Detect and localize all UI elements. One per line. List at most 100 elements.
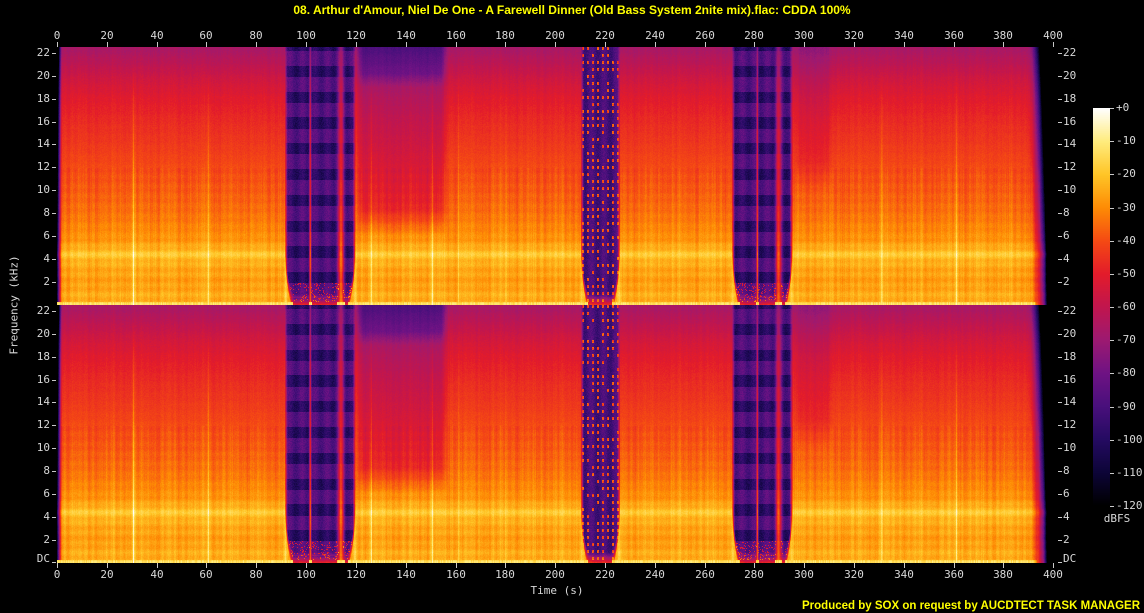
- x-tick-label-top: 300: [794, 29, 814, 42]
- freq-tick-label-right: 14: [1063, 137, 1077, 150]
- x-tick-top: [157, 42, 158, 47]
- x-tick-label-bottom: 200: [545, 568, 565, 581]
- colorbar-tick-label: -50: [1116, 267, 1136, 280]
- freq-tick-label-right: 8: [1063, 464, 1070, 477]
- freq-tick-label-right: 22: [1063, 304, 1077, 317]
- colorbar-tick: [1110, 307, 1114, 308]
- freq-tick-label-right: 4: [1063, 510, 1070, 523]
- freq-tick-left: [52, 357, 56, 358]
- freq-tick-left: [52, 311, 56, 312]
- freq-tick-label-left: 14: [36, 137, 50, 150]
- x-tick-label-bottom: 300: [794, 568, 814, 581]
- x-tick-label-top: 200: [545, 29, 565, 42]
- x-tick-label-bottom: 220: [595, 568, 615, 581]
- colorbar-tick-label: -90: [1116, 400, 1136, 413]
- x-tick-label-top: 120: [346, 29, 366, 42]
- spectrogram-channel-bottom: [57, 305, 1057, 563]
- x-tick-top: [555, 42, 556, 47]
- freq-tick-right: [1058, 517, 1062, 518]
- x-tick-bottom: [206, 563, 207, 568]
- freq-tick-label-right: 12: [1063, 160, 1077, 173]
- freq-tick-right: [1058, 357, 1062, 358]
- x-tick-label-bottom: 60: [199, 568, 213, 581]
- x-tick-label-bottom: 100: [296, 568, 316, 581]
- x-tick-label-bottom: 400: [1043, 568, 1063, 581]
- freq-tick-right: [1058, 494, 1062, 495]
- x-tick-label-top: 220: [595, 29, 615, 42]
- freq-tick-left: [52, 53, 56, 54]
- x-tick-top: [804, 42, 805, 47]
- x-tick-label-top: 260: [695, 29, 715, 42]
- x-tick-bottom: [804, 563, 805, 568]
- freq-tick-left: [52, 425, 56, 426]
- freq-tick-label-left: 18: [36, 92, 50, 105]
- y-axis-label: Frequency (kHz): [7, 255, 21, 355]
- x-tick-top: [1003, 42, 1004, 47]
- freq-tick-label-left: 2: [43, 275, 50, 288]
- x-tick-label-top: 60: [199, 29, 213, 42]
- freq-tick-left: [52, 540, 56, 541]
- x-tick-label-bottom: 140: [396, 568, 416, 581]
- x-tick-bottom: [505, 563, 506, 568]
- x-tick-label-bottom: 240: [645, 568, 665, 581]
- freq-tick-right: [1058, 540, 1062, 541]
- x-tick-top: [256, 42, 257, 47]
- freq-tick-left: [52, 236, 56, 237]
- freq-tick-right-dc: [1058, 562, 1062, 563]
- x-tick-label-top: 40: [150, 29, 164, 42]
- freq-tick-label-right: 18: [1063, 92, 1077, 105]
- x-tick-label-bottom: 180: [495, 568, 515, 581]
- colorbar-gradient: [1093, 108, 1110, 506]
- x-tick-top: [456, 42, 457, 47]
- x-tick-top: [505, 42, 506, 47]
- freq-tick-label-left: 16: [36, 373, 50, 386]
- colorbar-tick-label: -70: [1116, 333, 1136, 346]
- colorbar-unit-label: dBFS: [1103, 512, 1131, 525]
- x-tick-top: [705, 42, 706, 47]
- freq-tick-label-left: 16: [36, 115, 50, 128]
- x-tick-label-bottom: 20: [100, 568, 114, 581]
- colorbar-tick-label: +0: [1116, 101, 1130, 114]
- x-tick-top: [954, 42, 955, 47]
- x-tick-label-top: 80: [249, 29, 263, 42]
- freq-tick-left-dc: [52, 562, 56, 563]
- x-tick-bottom: [954, 563, 955, 568]
- x-tick-label-bottom: 120: [346, 568, 366, 581]
- colorbar-tick: [1110, 473, 1114, 474]
- footer-credit: Produced by SOX on request by AUCDTECT T…: [802, 600, 1140, 612]
- freq-tick-left: [52, 494, 56, 495]
- freq-tick-right: [1058, 213, 1062, 214]
- freq-tick-label-left-dc: DC: [36, 552, 50, 565]
- freq-tick-right: [1058, 380, 1062, 381]
- freq-tick-left: [52, 213, 56, 214]
- x-tick-bottom: [754, 563, 755, 568]
- x-tick-label-top: 320: [844, 29, 864, 42]
- x-tick-bottom: [655, 563, 656, 568]
- freq-tick-label-right: 4: [1063, 252, 1070, 265]
- freq-tick-label-right: 16: [1063, 373, 1077, 386]
- freq-tick-left: [52, 99, 56, 100]
- freq-tick-right: [1058, 53, 1062, 54]
- x-tick-label-top: 160: [446, 29, 466, 42]
- x-tick-label-bottom: 320: [844, 568, 864, 581]
- colorbar-tick: [1110, 506, 1114, 507]
- x-tick-label-top: 140: [396, 29, 416, 42]
- x-tick-top: [306, 42, 307, 47]
- x-tick-top: [1053, 42, 1054, 47]
- freq-tick-right: [1058, 471, 1062, 472]
- freq-tick-label-left: 8: [43, 206, 50, 219]
- colorbar-tick-label: -60: [1116, 300, 1136, 313]
- freq-tick-label-left: 10: [36, 183, 50, 196]
- freq-tick-right: [1058, 425, 1062, 426]
- freq-tick-right: [1058, 122, 1062, 123]
- freq-tick-right: [1058, 448, 1062, 449]
- freq-tick-left: [52, 259, 56, 260]
- freq-tick-label-right: 18: [1063, 350, 1077, 363]
- freq-tick-label-left: 6: [43, 229, 50, 242]
- colorbar-tick-label: -110: [1116, 466, 1143, 479]
- freq-tick-right: [1058, 334, 1062, 335]
- x-tick-label-top: 0: [53, 29, 61, 42]
- freq-tick-label-right: 2: [1063, 533, 1070, 546]
- x-tick-label-bottom: 340: [894, 568, 914, 581]
- freq-tick-label-right: 14: [1063, 395, 1077, 408]
